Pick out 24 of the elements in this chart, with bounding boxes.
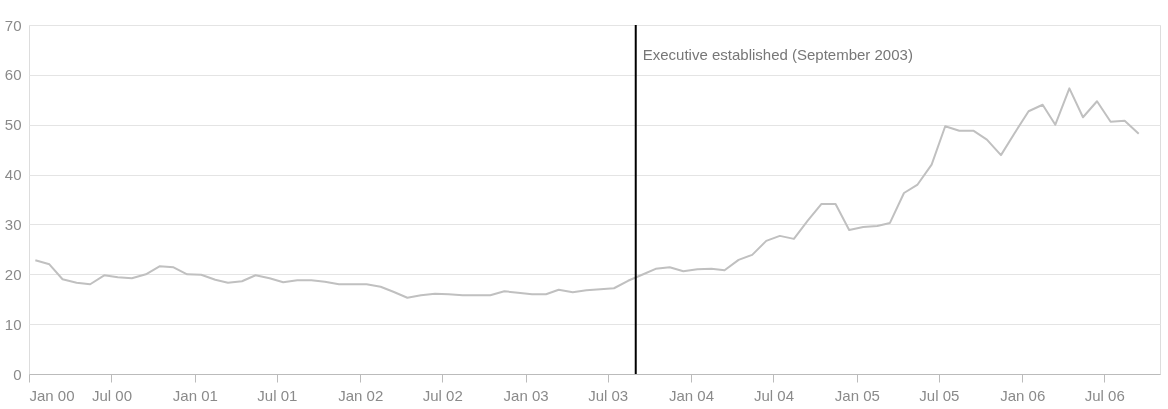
x-tick-label: Jul 06 (1084, 386, 1125, 404)
x-tick-label: Jul 00 (91, 386, 132, 404)
x-tick-label: Jan 01 (172, 386, 218, 404)
ref-line-label: Executive established (September 2003) (642, 46, 913, 63)
x-tick-label: Jan 00 (29, 386, 75, 404)
line-series (34, 87, 1140, 299)
y-tick-label: 10 (4, 315, 22, 333)
y-tick-label: 70 (4, 16, 22, 34)
y-tick-label: 0 (13, 365, 22, 383)
y-tick-label: 30 (4, 215, 22, 233)
x-tick-label: Jul 03 (588, 386, 629, 404)
x-tick-label: Jan 03 (503, 386, 549, 404)
x-tick-label: Jul 04 (753, 386, 794, 404)
x-tick-label: Jan 02 (338, 386, 384, 404)
x-tick-label: Jul 05 (919, 386, 960, 404)
x-tick-label: Jan 04 (668, 386, 715, 404)
x-tick-label: Jan 05 (834, 386, 880, 404)
x-tick-label: Jul 02 (422, 386, 463, 404)
x-tick-label: Jan 06 (1000, 386, 1046, 404)
y-tick-label: 40 (4, 166, 22, 184)
y-tick-label: 20 (4, 265, 22, 283)
y-tick-label: 60 (4, 66, 22, 84)
x-tick-label: Jul 01 (257, 386, 298, 404)
y-tick-label: 50 (4, 116, 22, 134)
